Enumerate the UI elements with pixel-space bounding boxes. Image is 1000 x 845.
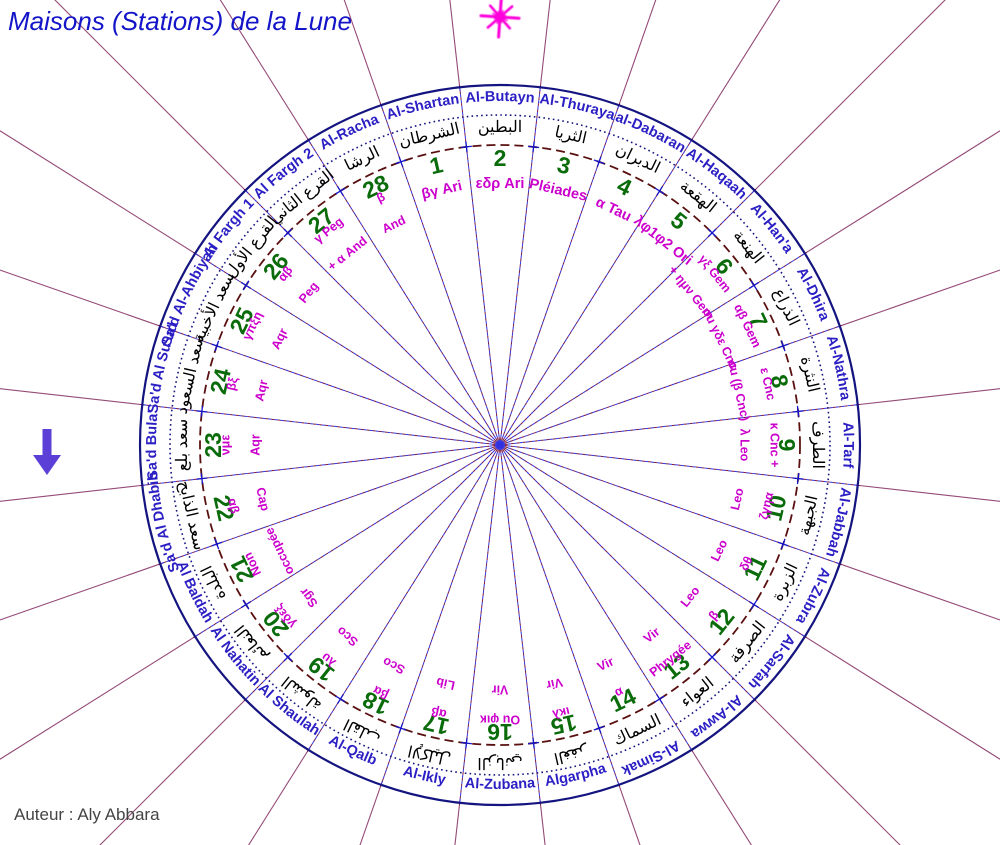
- svg-text:εδρ Ari: εδρ Ari: [476, 176, 525, 192]
- svg-text:α Tau: α Tau: [593, 194, 634, 225]
- svg-text:الثريا: الثريا: [553, 124, 588, 148]
- svg-text:4: 4: [613, 172, 636, 201]
- svg-text:Al-Zubana: Al-Zubana: [464, 775, 537, 793]
- svg-text:And: And: [380, 213, 408, 236]
- svg-text:الشرطان: الشرطان: [397, 121, 461, 151]
- svg-text:ικλ: ικλ: [551, 704, 571, 722]
- svg-text:αβ: αβ: [429, 704, 447, 721]
- svg-text:ou (β Cnc): ou (β Cnc): [725, 359, 752, 422]
- svg-text:Algarpha: Algarpha: [544, 760, 609, 790]
- svg-text:28: 28: [358, 169, 393, 204]
- svg-text:النثرة: النثرة: [797, 355, 822, 394]
- svg-text:الغفر: الغفر: [552, 742, 590, 766]
- svg-text:العواء: العواء: [678, 674, 718, 711]
- svg-text:الجبهة: الجبهة: [796, 494, 822, 537]
- svg-text:βγ Ari: βγ Ari: [420, 178, 464, 203]
- svg-text:الطرف: الطرف: [809, 421, 826, 469]
- svg-text:الرشا: الرشا: [342, 144, 382, 175]
- svg-text:سعد بلع: سعد بلع: [174, 419, 191, 471]
- svg-text:Leo: Leo: [728, 486, 747, 511]
- svg-text:Vir: Vir: [545, 675, 564, 692]
- svg-text:Sa'd Bula': Sa'd Bula': [144, 409, 162, 480]
- svg-text:Vir: Vir: [492, 683, 509, 697]
- svg-text:Leo: Leo: [678, 583, 703, 609]
- svg-text:Al-Ikly: Al-Ikly: [401, 763, 447, 788]
- svg-text:+ α And: + α And: [325, 234, 370, 274]
- svg-text:3: 3: [555, 151, 573, 179]
- svg-text:الزباني: الزباني: [477, 754, 522, 771]
- svg-text:κ Cnc +: κ Cnc +: [768, 423, 782, 468]
- svg-text:Peg: Peg: [296, 279, 321, 306]
- svg-text:السماك: السماك: [611, 712, 664, 749]
- svg-text:Vir: Vir: [595, 654, 616, 674]
- svg-text:Ou φικ: Ou φικ: [480, 713, 520, 727]
- svg-text:Lib: Lib: [434, 675, 456, 693]
- svg-text:Sgr: Sgr: [297, 585, 321, 610]
- svg-text:1: 1: [427, 151, 445, 179]
- svg-text:Pléiades: Pléiades: [528, 176, 589, 205]
- svg-text:νμε: νμε: [218, 435, 232, 456]
- svg-text:Al-Butayn: Al-Butayn: [465, 89, 536, 107]
- svg-text:Sco: Sco: [334, 623, 361, 648]
- svg-text:الزبرة: الزبرة: [769, 561, 802, 604]
- svg-text:Al-Thuraya: Al-Thuraya: [539, 91, 618, 124]
- svg-text:Al-Tarf: Al-Tarf: [839, 422, 856, 469]
- svg-text:Leo: Leo: [708, 537, 730, 563]
- svg-text:Al-Jabbah: Al-Jabbah: [822, 486, 853, 559]
- svg-text:5: 5: [666, 207, 692, 235]
- svg-text:Aqr: Aqr: [252, 378, 270, 402]
- svg-text:البطين: البطين: [478, 119, 522, 136]
- svg-text:Aqr: Aqr: [269, 326, 291, 352]
- svg-text:Aqr: Aqr: [248, 434, 262, 456]
- svg-text:Sco: Sco: [380, 654, 407, 677]
- svg-text:λ Leo: λ Leo: [738, 429, 752, 462]
- svg-text:occupée: occupée: [262, 525, 297, 577]
- svg-text:12: 12: [703, 603, 739, 639]
- svg-text:Al-Nathra: Al-Nathra: [823, 333, 853, 402]
- svg-text:βξ: βξ: [224, 375, 241, 391]
- svg-text:الدبران: الدبران: [613, 141, 663, 177]
- svg-text:ε Cnc: ε Cnc: [757, 366, 778, 401]
- svg-text:Cap: Cap: [253, 486, 272, 512]
- svg-text:Vir: Vir: [641, 625, 663, 646]
- svg-text:2: 2: [494, 145, 507, 171]
